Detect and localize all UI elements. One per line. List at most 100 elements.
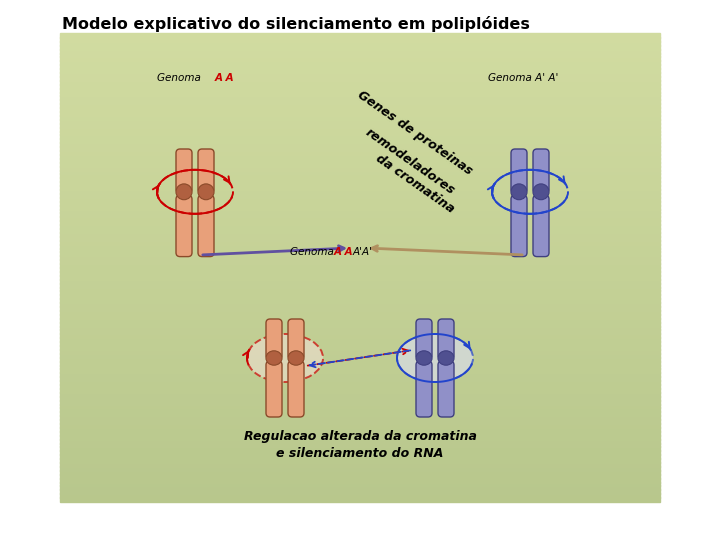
Bar: [60, 91, 660, 97]
Text: Genoma: Genoma: [157, 73, 204, 83]
Bar: [60, 279, 660, 284]
FancyBboxPatch shape: [176, 195, 192, 256]
Bar: [60, 396, 660, 401]
FancyBboxPatch shape: [511, 195, 527, 256]
Bar: [60, 302, 660, 307]
Text: remodeladores: remodeladores: [363, 125, 457, 197]
Bar: [60, 181, 660, 186]
Bar: [60, 329, 660, 334]
Bar: [60, 384, 660, 389]
Bar: [60, 37, 660, 42]
Bar: [60, 240, 660, 245]
Bar: [60, 454, 660, 459]
Bar: [60, 489, 660, 494]
Text: A A: A A: [215, 73, 235, 83]
Bar: [60, 291, 660, 295]
Bar: [60, 392, 660, 397]
Bar: [60, 345, 660, 350]
FancyBboxPatch shape: [288, 319, 304, 359]
Bar: [60, 201, 660, 206]
Bar: [60, 442, 660, 448]
Text: Genoma A' A': Genoma A' A': [488, 73, 559, 83]
Bar: [60, 173, 660, 178]
Bar: [60, 142, 660, 147]
Bar: [60, 224, 660, 229]
Bar: [60, 228, 660, 233]
Bar: [60, 314, 660, 319]
Bar: [60, 318, 660, 322]
Ellipse shape: [438, 351, 454, 365]
Bar: [60, 60, 660, 65]
Bar: [60, 87, 660, 92]
Ellipse shape: [511, 184, 527, 200]
Text: A A: A A: [334, 247, 354, 257]
Bar: [60, 275, 660, 280]
Bar: [60, 364, 660, 369]
Bar: [60, 450, 660, 455]
Bar: [60, 267, 660, 272]
Ellipse shape: [397, 334, 473, 382]
Bar: [60, 485, 660, 490]
Bar: [60, 197, 660, 202]
Ellipse shape: [533, 184, 549, 200]
Bar: [60, 236, 660, 241]
Bar: [60, 68, 660, 73]
Bar: [60, 134, 660, 139]
Bar: [60, 255, 660, 260]
Ellipse shape: [266, 351, 282, 365]
Bar: [60, 419, 660, 424]
Bar: [60, 376, 660, 381]
Bar: [60, 368, 660, 373]
FancyBboxPatch shape: [288, 361, 304, 417]
FancyBboxPatch shape: [198, 149, 214, 193]
Bar: [60, 154, 660, 159]
FancyBboxPatch shape: [416, 361, 432, 417]
Bar: [60, 282, 660, 287]
Bar: [60, 474, 660, 478]
Bar: [60, 177, 660, 182]
Bar: [60, 431, 660, 436]
FancyBboxPatch shape: [533, 149, 549, 193]
Text: da cromatina: da cromatina: [373, 152, 456, 216]
Bar: [60, 306, 660, 311]
Bar: [60, 333, 660, 338]
Bar: [60, 353, 660, 357]
Bar: [60, 76, 660, 81]
Bar: [60, 45, 660, 50]
Bar: [60, 123, 660, 127]
Bar: [60, 435, 660, 440]
Bar: [60, 287, 660, 292]
Bar: [60, 131, 660, 136]
Bar: [60, 415, 660, 420]
Ellipse shape: [198, 184, 214, 200]
Bar: [60, 388, 660, 393]
FancyBboxPatch shape: [511, 149, 527, 193]
Bar: [60, 310, 660, 315]
Bar: [60, 212, 660, 217]
Ellipse shape: [247, 334, 323, 382]
Bar: [60, 497, 660, 502]
Bar: [60, 244, 660, 248]
Bar: [60, 103, 660, 108]
Bar: [60, 72, 660, 77]
Bar: [60, 470, 660, 475]
Bar: [60, 232, 660, 237]
Bar: [60, 462, 660, 467]
Bar: [60, 41, 660, 46]
Bar: [60, 294, 660, 299]
Bar: [60, 189, 660, 194]
FancyBboxPatch shape: [198, 195, 214, 256]
Bar: [60, 372, 660, 377]
Bar: [60, 96, 660, 100]
Bar: [60, 427, 660, 432]
Bar: [60, 220, 660, 225]
Bar: [60, 403, 660, 408]
Bar: [60, 126, 660, 132]
FancyBboxPatch shape: [438, 361, 454, 417]
Bar: [60, 447, 660, 451]
Text: Regulacao alterada da cromatina: Regulacao alterada da cromatina: [243, 430, 477, 443]
Bar: [60, 361, 660, 366]
Bar: [60, 80, 660, 85]
Bar: [60, 115, 660, 120]
Bar: [60, 52, 660, 57]
